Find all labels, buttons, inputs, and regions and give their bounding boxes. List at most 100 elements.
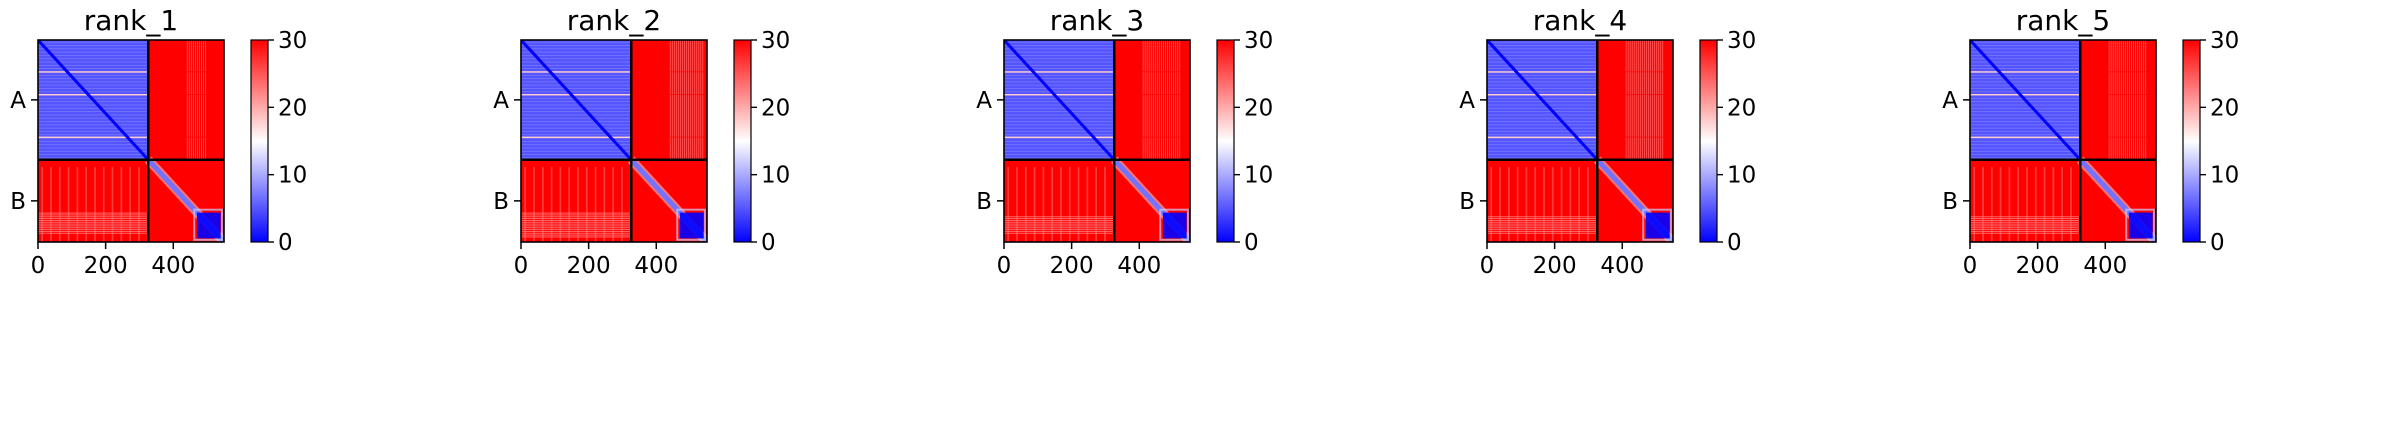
aa-texture-stripe (521, 45, 632, 46)
ba-column-stripe (2008, 167, 2011, 242)
ba-band-stripe (38, 223, 149, 225)
ab-band-stripe (1152, 40, 1154, 160)
colorbar-tick-label: 20 (761, 95, 790, 121)
ab-dark-stripe (1597, 93, 1673, 96)
ab-band-stripe (1645, 40, 1647, 160)
aa-texture-stripe (1970, 41, 2081, 43)
ba-band-stripe (38, 221, 149, 223)
aa-texture-stripe (38, 78, 149, 79)
ba-band-stripe (1970, 221, 2081, 223)
ba-column-stripe (1016, 167, 1018, 242)
aa-light-stripe (521, 71, 632, 73)
aa-diagonal (1970, 40, 2082, 161)
aa-texture-stripe (38, 150, 149, 152)
aa-texture-stripe (1970, 144, 2081, 146)
ab-band-stripe (194, 40, 196, 160)
aa-texture-stripe (38, 117, 149, 119)
ba-band-stripe (1487, 232, 1598, 234)
ba-column-stripe (524, 167, 527, 242)
panel-rank_1: rank_1 0 200 400 A B 0 10 20 30 (10, 4, 307, 279)
aa-texture-stripe (1004, 154, 1115, 155)
ba-band-stripe (1004, 227, 1115, 229)
ab-band-stripe (2145, 40, 2147, 160)
ba-band-stripe (521, 212, 632, 214)
aa-texture-stripe (1004, 61, 1115, 63)
aa-texture-stripe (521, 111, 632, 112)
heatmap (38, 40, 224, 242)
y-tick-label: A (976, 88, 992, 114)
aa-texture-stripe (1004, 74, 1115, 76)
aa-texture-stripe (38, 111, 149, 112)
aa-texture-stripe (1487, 91, 1598, 93)
aa-texture-stripe (1970, 48, 2081, 50)
ba-column-stripe (1551, 167, 1554, 242)
aa-diagonal (521, 40, 633, 161)
ba-column-stripe (1060, 167, 1062, 242)
ba-band-stripe (1487, 219, 1598, 221)
ab-band-stripe (1177, 40, 1179, 160)
aa-texture-stripe (1970, 64, 2081, 66)
aa-texture-stripe (38, 84, 149, 86)
aa-texture-stripe (38, 157, 149, 159)
aa-texture-stripe (1487, 137, 1598, 139)
aa-light-stripe (521, 136, 632, 139)
panel-rank_5: rank_5 0 200 400 A B 0 10 20 30 (1942, 4, 2239, 279)
block-AB (1597, 40, 1673, 160)
ab-band-stripe (681, 40, 683, 160)
aa-light-stripe (521, 93, 632, 96)
colorbar-frame (2182, 39, 2201, 243)
aa-texture-stripe (1487, 154, 1598, 155)
ab-band-stripe (684, 40, 686, 160)
aa-texture-stripe (38, 58, 149, 60)
ab-band-stripe (192, 40, 194, 160)
ba-column-stripe (1569, 167, 1572, 242)
aa-texture-stripe (38, 64, 149, 66)
aa-texture-stripe (521, 137, 632, 139)
ba-column-stripe (120, 167, 123, 242)
ba-column-stripe (2070, 167, 2072, 242)
y-tick-label: B (1459, 189, 1475, 215)
aa-texture-stripe (521, 150, 632, 152)
aa-texture-stripe (1004, 55, 1115, 56)
aa-texture-stripe (1970, 147, 2081, 149)
ab-dark-stripe (148, 71, 224, 73)
ba-band-stripe (1487, 216, 1598, 218)
aa-texture-stripe (521, 141, 632, 142)
aa-texture-stripe (1487, 74, 1598, 76)
ab-band-stripe (2143, 40, 2145, 160)
y-tick-label: A (1459, 88, 1475, 114)
bb-domain-edge (1159, 208, 1189, 241)
aa-texture-stripe (521, 84, 632, 86)
colorbar-tick-label: 0 (1244, 230, 1259, 256)
ab-band-stripe (2126, 40, 2128, 160)
aa-texture-stripe (1970, 74, 2081, 76)
ab-band-stripe (2114, 40, 2116, 160)
ba-band-stripe (1004, 216, 1115, 218)
aa-texture-stripe (1970, 51, 2081, 53)
ab-band-stripe (1637, 40, 1639, 160)
block-AB (631, 40, 707, 160)
ab-dark-stripe (631, 136, 707, 138)
aa-texture-stripe (1004, 150, 1115, 152)
colorbar-tick-label: 0 (278, 230, 293, 256)
ba-band-stripe (1487, 227, 1598, 229)
aa-texture-stripe (1970, 81, 2081, 83)
bb-domain-edge (193, 208, 223, 241)
ba-band-stripe (521, 221, 632, 223)
aa-texture-stripe (521, 55, 632, 56)
aa-texture-stripe (1004, 111, 1115, 112)
ba-band-stripe (521, 216, 632, 218)
ba-band-stripe (1487, 225, 1598, 227)
aa-texture-stripe (1487, 81, 1598, 83)
aa-texture-stripe (1970, 134, 2081, 136)
aa-texture-stripe (1004, 45, 1115, 46)
colorbar-tick-label: 30 (2210, 28, 2239, 54)
aa-texture-stripe (1004, 131, 1115, 132)
aa-texture-stripe (1487, 84, 1598, 86)
aa-texture-stripe (1487, 78, 1598, 79)
ba-column-stripe (138, 167, 140, 242)
aa-texture-stripe (1004, 137, 1115, 139)
block-AB (1114, 40, 1190, 160)
ab-band-stripe (1656, 40, 1658, 160)
ab-dark-stripe (148, 93, 224, 96)
